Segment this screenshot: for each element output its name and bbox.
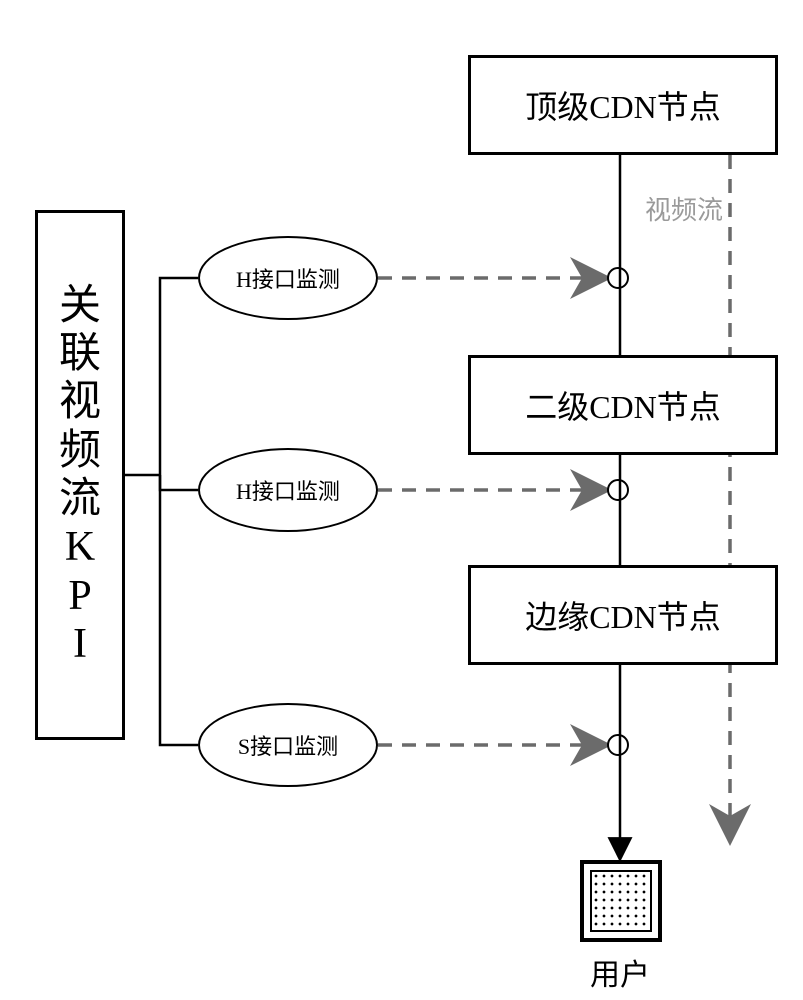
cdn-node-box: 边缘CDN节点 bbox=[468, 565, 778, 665]
monitor-ellipse-label: H接口监测 bbox=[236, 474, 340, 506]
left-kpi-char: 频 bbox=[59, 427, 101, 475]
left-kpi-box: 关联视频流KPI bbox=[35, 210, 125, 740]
video-stream-label: 视频流 bbox=[645, 190, 723, 227]
monitor-ellipse-label: H接口监测 bbox=[236, 262, 340, 294]
cdn-node-box: 二级CDN节点 bbox=[468, 355, 778, 455]
cdn-node-label: 边缘CDN节点 bbox=[525, 592, 721, 638]
left-kpi-char: I bbox=[73, 620, 87, 668]
left-kpi-char: K bbox=[65, 523, 95, 571]
cdn-node-label: 二级CDN节点 bbox=[525, 382, 721, 428]
user-label: 用户 bbox=[590, 950, 650, 994]
user-device-icon bbox=[580, 860, 662, 942]
monitor-ellipse: S接口监测 bbox=[198, 703, 378, 787]
monitor-ellipse-label: S接口监测 bbox=[238, 729, 338, 761]
diagram-canvas: 关联视频流KPI H接口监测H接口监测S接口监测 顶级CDN节点二级CDN节点边… bbox=[0, 0, 803, 1000]
left-kpi-char: 关 bbox=[59, 282, 101, 330]
left-kpi-char: 联 bbox=[59, 330, 101, 378]
monitor-ellipse: H接口监测 bbox=[198, 236, 378, 320]
left-kpi-char: P bbox=[68, 572, 91, 620]
left-kpi-char: 流 bbox=[59, 475, 101, 523]
left-kpi-char: 视 bbox=[59, 378, 101, 426]
left-kpi-text: 关联视频流KPI bbox=[38, 213, 122, 737]
user-device-screen bbox=[590, 870, 652, 932]
cdn-node-box: 顶级CDN节点 bbox=[468, 55, 778, 155]
cdn-node-label: 顶级CDN节点 bbox=[525, 82, 721, 128]
monitor-ellipse: H接口监测 bbox=[198, 448, 378, 532]
